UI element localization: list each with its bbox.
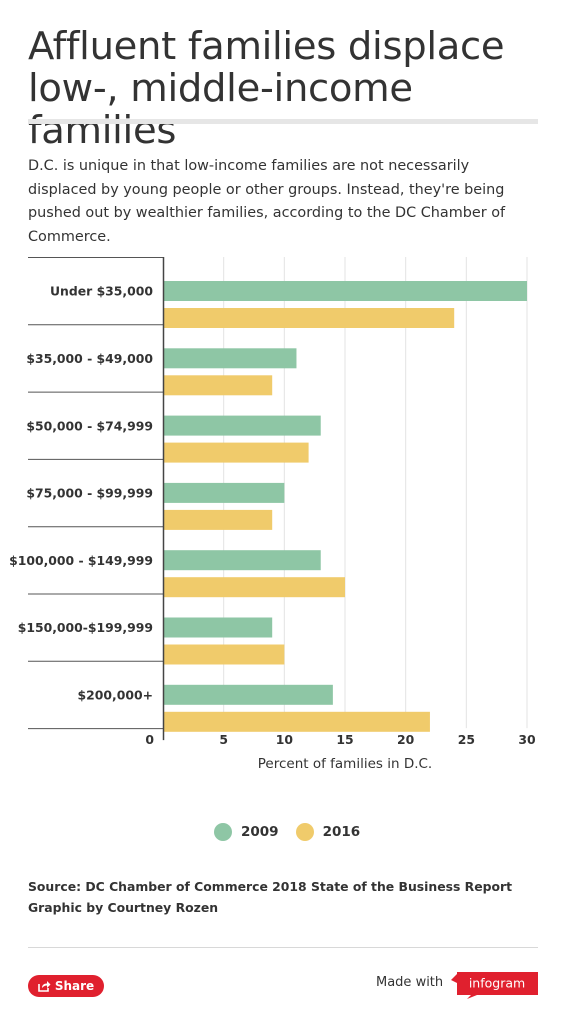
share-label: Share — [54, 979, 95, 993]
legend: 2009 2016 — [214, 821, 377, 843]
category-label: $200,000+ — [78, 687, 153, 702]
bar — [163, 684, 333, 705]
bar-chart: Under $35,000 $35,000 - $49,000 $50,000 - … — [9, 257, 536, 772]
category-label: $150,000-$199,999 — [18, 620, 153, 635]
x-tick-label: 20 — [397, 732, 415, 747]
bar — [163, 281, 527, 301]
category-label: $50,000 - $74,999 — [26, 418, 153, 433]
category-label: $35,000 - $49,000 — [26, 351, 153, 366]
x-tick-label: 15 — [336, 732, 353, 747]
chart-title: Affluent families displace low-, middle-… — [28, 24, 505, 153]
infogram-logo-text: infogram — [469, 976, 525, 991]
bar — [163, 577, 345, 598]
bar — [163, 482, 285, 503]
legend-item-2016[interactable]: 2016 — [295, 823, 361, 841]
bar — [163, 550, 321, 571]
title-divider — [28, 119, 538, 124]
bar — [163, 375, 273, 396]
made-with-label: Made with — [376, 975, 444, 990]
share-button[interactable]: Share — [28, 975, 104, 997]
x-axis-label: Percent of families in D.C. — [258, 756, 432, 772]
bar — [163, 348, 297, 369]
footer-divider — [28, 947, 538, 948]
infogram-logo[interactable]: infogram — [449, 970, 539, 1000]
bar — [163, 415, 321, 436]
x-tick-label: 5 — [219, 732, 228, 747]
bar — [163, 644, 285, 665]
legend-swatch-2009 — [214, 823, 232, 841]
legend-item-2009[interactable]: 2009 — [214, 823, 279, 841]
category-label: $100,000 - $149,999 — [9, 553, 153, 568]
bar — [163, 617, 273, 638]
credit-line: Graphic by Courtney Rozen — [28, 900, 219, 915]
chart-description: D.C. is unique in that low-income famili… — [28, 158, 506, 245]
source-line: Source: DC Chamber of Commerce 2018 Stat… — [28, 879, 513, 894]
x-tick-label: 10 — [276, 732, 294, 747]
bar — [163, 308, 455, 328]
legend-label-2009: 2009 — [241, 824, 279, 840]
source-notes: Source: DC Chamber of Commerce 2018 Stat… — [28, 876, 512, 918]
legend-label-2016: 2016 — [322, 824, 361, 840]
share-icon — [38, 980, 51, 992]
bar — [163, 711, 430, 732]
x-tick-label: 0 — [145, 732, 154, 747]
legend-swatch-2016 — [295, 823, 314, 841]
bar — [163, 509, 273, 530]
x-tick-label: 25 — [458, 732, 475, 747]
bar — [163, 442, 309, 463]
category-label: $75,000 - $99,999 — [26, 486, 153, 501]
category-label: Under $35,000 — [50, 284, 153, 299]
x-tick-label: 30 — [518, 732, 536, 747]
